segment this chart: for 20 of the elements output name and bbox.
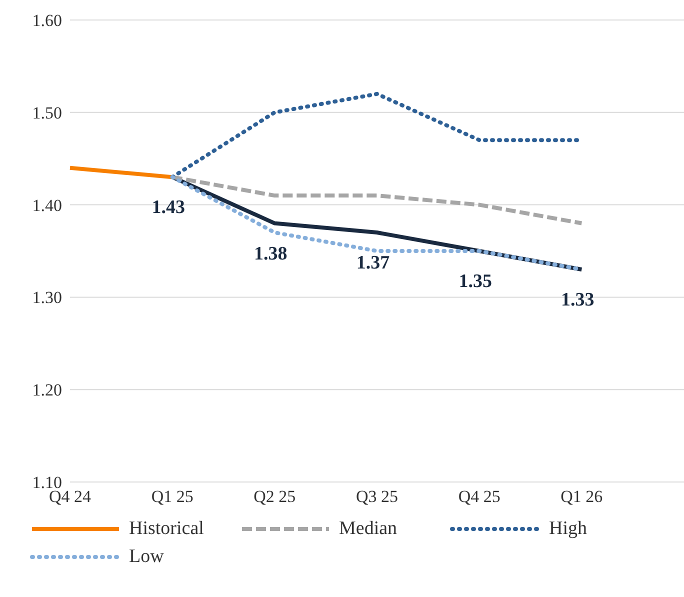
x-tick-label: Q4 25: [458, 487, 500, 506]
x-tick-label: Q1 26: [560, 487, 603, 506]
y-tick-label: 1.30: [32, 288, 62, 308]
legend-label: High: [549, 518, 587, 540]
x-tick-label: Q1 25: [151, 487, 194, 506]
data-label: 1.38: [254, 243, 288, 264]
y-tick-label: 1.40: [32, 196, 62, 215]
y-tick-label: 1.60: [32, 11, 62, 30]
x-tick-label: Q3 25: [356, 487, 398, 506]
data-label: 1.35: [458, 271, 492, 292]
legend-label: Low: [129, 546, 164, 568]
legend-label: Historical: [129, 518, 204, 540]
data-label: 1.33: [561, 289, 594, 310]
data-label: 1.37: [356, 252, 390, 274]
legend-label: Median: [339, 518, 398, 540]
x-tick-label: Q2 25: [254, 487, 296, 506]
x-tick-label: Q4 24: [48, 487, 92, 506]
data-label: 1.43: [152, 197, 185, 218]
y-tick-label: 1.50: [32, 103, 62, 122]
y-tick-label: 1.20: [32, 380, 62, 400]
